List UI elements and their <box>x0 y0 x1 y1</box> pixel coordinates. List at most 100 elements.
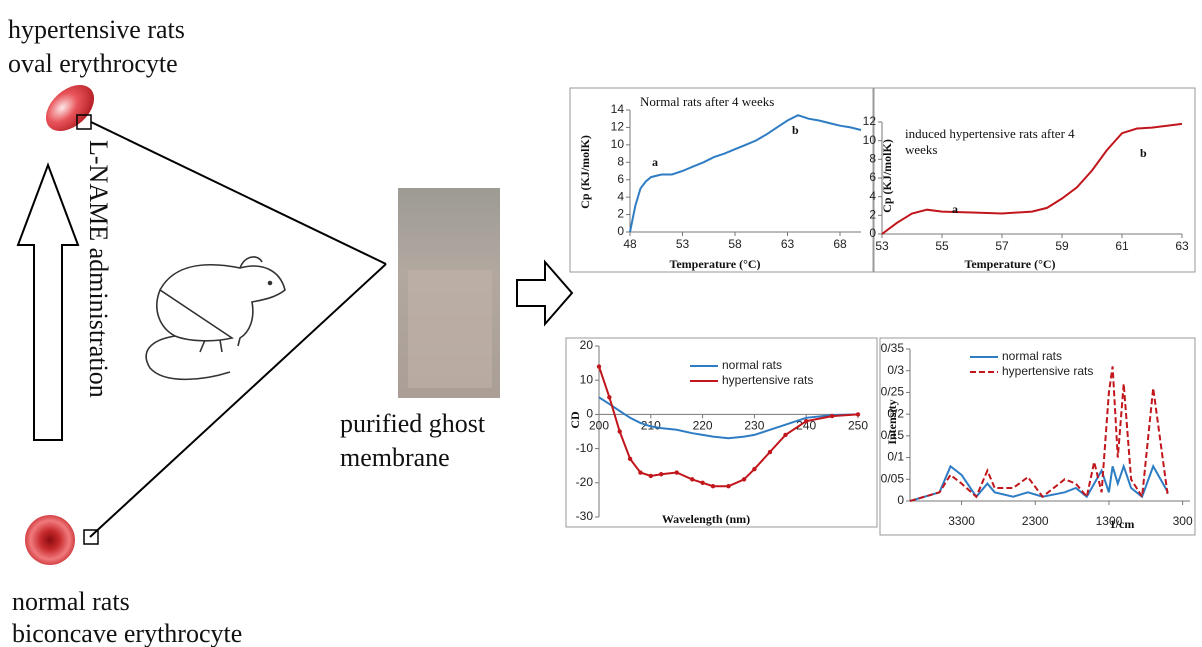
legend-label: hypertensive rats <box>1002 364 1093 378</box>
connector <box>90 121 387 265</box>
y-tick-label: 2 <box>869 208 876 222</box>
cell-box <box>83 529 99 545</box>
membrane-label: purified ghost <box>340 409 486 438</box>
data-point <box>596 364 602 369</box>
y-tick-label: 6 <box>869 170 876 184</box>
chart-frame <box>569 87 874 273</box>
series-line <box>598 396 859 440</box>
y-tick-label: 12 <box>863 114 877 128</box>
x-tick-label: 220 <box>693 419 713 433</box>
legend-label: normal rats <box>722 358 782 372</box>
y-tick-label: -30 <box>576 509 594 523</box>
membrane-pellet <box>408 270 492 388</box>
top-label: hypertensive rats <box>8 15 185 44</box>
y-tick-label: -10 <box>576 441 594 455</box>
y-tick-label: 4 <box>869 189 876 203</box>
arrow-label: L-NAME administration <box>84 140 113 398</box>
x-tick-label: 57 <box>995 239 1009 253</box>
chart-frame <box>879 337 1196 536</box>
data-point <box>648 473 653 479</box>
x-tick-label: 61 <box>1115 239 1129 253</box>
connector <box>89 263 387 538</box>
x-tick-label: 48 <box>623 237 637 251</box>
data-point <box>752 466 757 472</box>
x-tick-label: 63 <box>781 237 795 251</box>
right-arrow <box>516 259 574 327</box>
y-tick-label: 2 <box>617 207 624 221</box>
y-axis-label: CD <box>568 411 582 429</box>
y-tick-label: 10 <box>580 372 594 386</box>
series-line <box>909 463 1169 502</box>
chart-title: Normal rats after 4 weeks <box>640 94 775 109</box>
y-tick-label: 0 <box>897 493 904 507</box>
annotation: a <box>952 202 958 216</box>
top-label: oval erythrocyte <box>8 49 178 78</box>
up-arrow <box>16 162 80 441</box>
y-axis-label: Cp (KJ/molK) <box>578 135 592 209</box>
data-point <box>617 429 622 434</box>
x-tick-label: 59 <box>1055 239 1069 253</box>
data-point <box>855 412 861 417</box>
y-tick-label: 6 <box>617 172 624 186</box>
data-point <box>741 477 747 482</box>
x-tick-label: 250 <box>848 419 868 433</box>
y-tick-label: 0 <box>586 407 593 421</box>
y-tick-label: 0/35 <box>881 341 905 355</box>
y-tick-label: 20 <box>580 338 594 352</box>
y-axis-label: Intensity <box>885 399 899 444</box>
data-point <box>690 477 695 482</box>
x-tick-label: 63 <box>1175 239 1189 253</box>
membrane-label: membrane <box>340 443 450 472</box>
x-tick-label: 53 <box>676 237 690 251</box>
bottom-label: biconcave erythrocyte <box>12 619 242 647</box>
y-tick-label: 0/15 <box>881 428 905 442</box>
data-point <box>710 484 716 489</box>
x-tick-label: 55 <box>935 239 949 253</box>
data-point <box>829 413 835 419</box>
x-axis-label: Temperature (°C) <box>964 257 1055 271</box>
y-tick-label: 10 <box>863 133 877 147</box>
x-tick-label: 300 <box>1173 514 1193 528</box>
x-tick-label: 1300 <box>1096 514 1123 528</box>
y-tick-label: 0/2 <box>887 406 904 420</box>
data-point <box>726 484 731 489</box>
data-point <box>783 432 788 438</box>
y-tick-label: 0 <box>617 224 624 238</box>
y-axis-label: Cp (KJ/molK) <box>880 139 894 213</box>
y-tick-label: 8 <box>617 154 624 168</box>
annotation: b <box>792 123 799 137</box>
x-tick-label: 58 <box>728 237 742 251</box>
series-line <box>881 122 1183 235</box>
x-tick-label: 200 <box>589 419 609 433</box>
data-point <box>804 419 809 424</box>
legend-label: normal rats <box>1002 349 1062 363</box>
data-point <box>767 449 773 455</box>
chart-title: induced hypertensive rats after 4 weeks <box>905 126 1075 157</box>
series-line <box>909 366 1169 502</box>
y-tick-label: 4 <box>617 189 624 203</box>
data-point <box>674 470 679 475</box>
x-tick-label: 240 <box>796 419 816 433</box>
y-tick-label: 14 <box>611 102 625 116</box>
x-axis-label: Temperature (°C) <box>669 257 760 271</box>
y-tick-label: 0 <box>869 226 876 240</box>
annotation: b <box>1140 146 1147 160</box>
x-axis-label: Wavelength (nm) <box>662 512 750 526</box>
rat-drawing <box>145 256 286 381</box>
data-point <box>627 456 633 462</box>
bottom-label: normal rats <box>12 587 130 616</box>
y-tick-label: 10 <box>611 137 625 151</box>
y-tick-label: 0/25 <box>881 385 905 399</box>
series-line <box>629 114 862 233</box>
x-tick-label: 3300 <box>948 514 975 528</box>
data-point <box>607 395 612 400</box>
y-tick-label: 0/1 <box>887 450 904 464</box>
y-tick-label: 0/05 <box>881 471 905 485</box>
data-point <box>658 472 664 477</box>
chart-frame <box>873 87 1196 273</box>
data-point <box>700 480 705 485</box>
x-tick-label: 53 <box>875 239 889 253</box>
y-tick-label: 8 <box>869 152 876 166</box>
data-point <box>638 470 643 475</box>
